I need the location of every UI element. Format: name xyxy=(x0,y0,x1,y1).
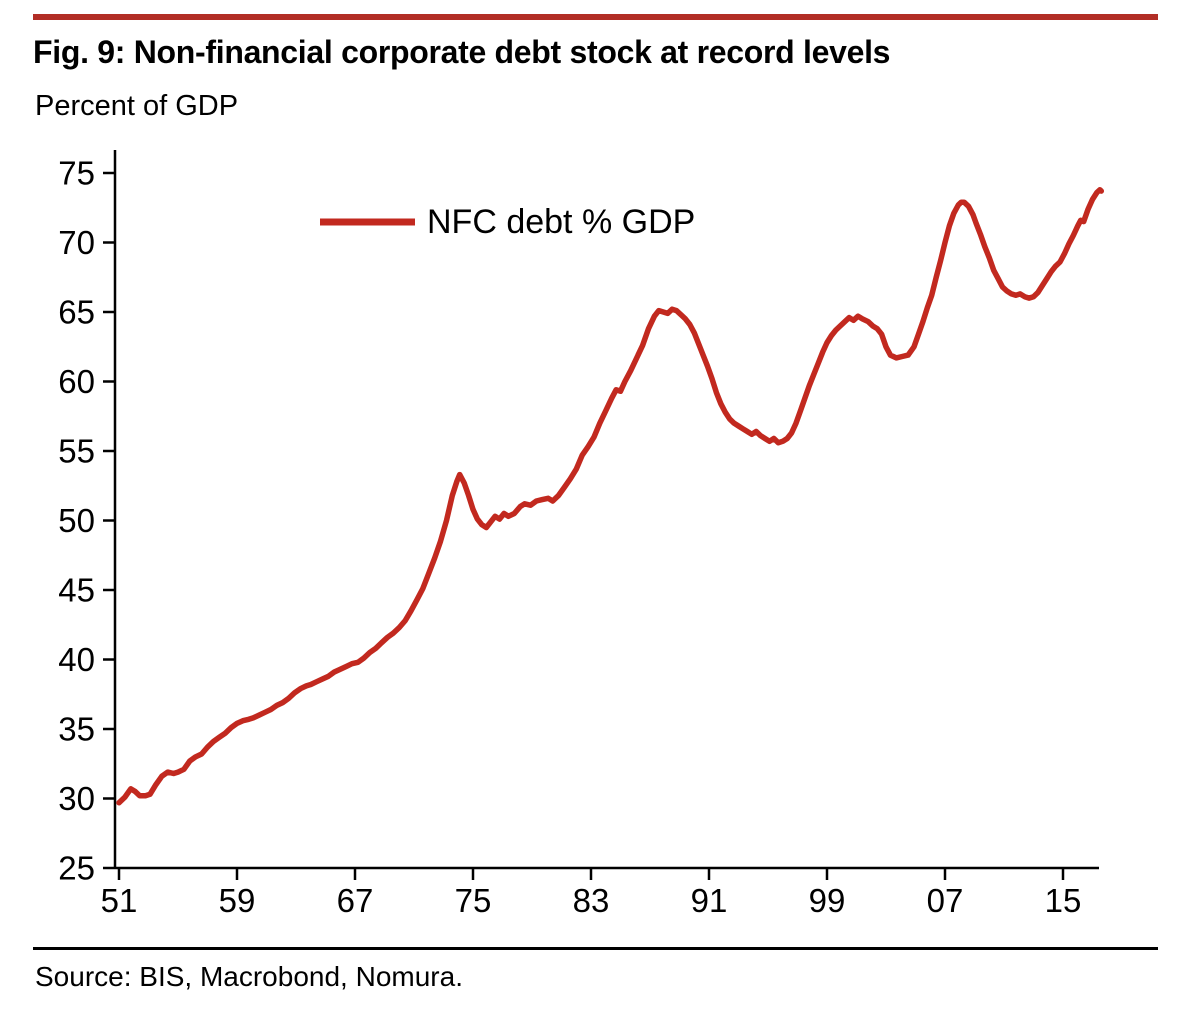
y-tick-label: 30 xyxy=(58,780,95,817)
x-tick-label: 07 xyxy=(927,882,964,919)
y-tick-label: 55 xyxy=(58,433,95,470)
x-tick-label: 51 xyxy=(101,882,138,919)
y-tick-label: 70 xyxy=(58,224,95,261)
x-tick-label: 15 xyxy=(1045,882,1082,919)
x-tick-label: 67 xyxy=(337,882,374,919)
figure-title: Fig. 9: Non-financial corporate debt sto… xyxy=(33,34,891,70)
top-accent-rule xyxy=(33,14,1158,20)
y-tick-label: 25 xyxy=(58,850,95,887)
y-tick-label: 45 xyxy=(58,572,95,609)
x-tick-label: 75 xyxy=(455,882,492,919)
y-tick-label: 40 xyxy=(58,641,95,678)
y-tick-label: 50 xyxy=(58,502,95,539)
y-tick-label: 35 xyxy=(58,711,95,748)
x-tick-label: 83 xyxy=(573,882,610,919)
source-note: Source: BIS, Macrobond, Nomura. xyxy=(35,961,463,992)
x-tick-label: 91 xyxy=(691,882,728,919)
y-tick-label: 65 xyxy=(58,294,95,331)
y-axis-units-label: Percent of GDP xyxy=(35,90,239,122)
y-tick-label: 60 xyxy=(58,363,95,400)
x-tick-label: 59 xyxy=(219,882,256,919)
y-tick-label: 75 xyxy=(58,155,95,192)
footer-divider-rule xyxy=(33,947,1158,950)
nfc-debt-line xyxy=(116,186,1105,806)
x-tick-label: 99 xyxy=(809,882,846,919)
legend-label: NFC debt % GDP xyxy=(427,203,695,241)
